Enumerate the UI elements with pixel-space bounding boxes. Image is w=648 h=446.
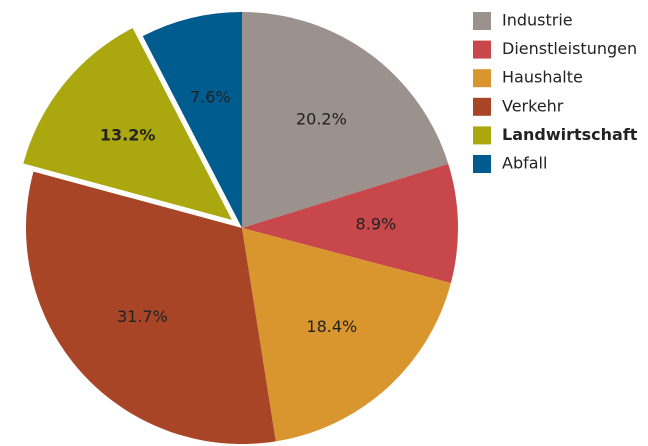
slice-label: 8.9% — [356, 215, 397, 234]
pie-slice — [25, 171, 276, 444]
legend-swatch — [473, 40, 491, 59]
slice-label: 31.7% — [117, 307, 168, 326]
pie-slice — [242, 228, 451, 442]
legend-label: Haushalte — [502, 68, 583, 87]
pie-slice — [142, 12, 242, 228]
pie-slice — [242, 12, 449, 228]
legend-label: Dienstleistungen — [502, 39, 637, 58]
legend-swatch — [473, 69, 491, 88]
slice-label: 20.2% — [296, 110, 347, 129]
slice-label: 18.4% — [306, 317, 357, 336]
slice-label: 7.6% — [190, 87, 231, 106]
legend-label: Verkehr — [502, 96, 564, 115]
slice-label: 13.2% — [100, 125, 156, 144]
legend-label: Abfall — [502, 154, 547, 173]
legend-label: Landwirtschaft — [502, 125, 638, 144]
legend-swatch — [473, 155, 491, 173]
legend-swatch — [473, 126, 491, 145]
legend-swatch — [473, 12, 491, 30]
pie-slice — [23, 28, 232, 220]
pie-slice — [242, 163, 458, 284]
legend-label: Industrie — [502, 11, 573, 30]
legend-swatch — [473, 97, 491, 116]
